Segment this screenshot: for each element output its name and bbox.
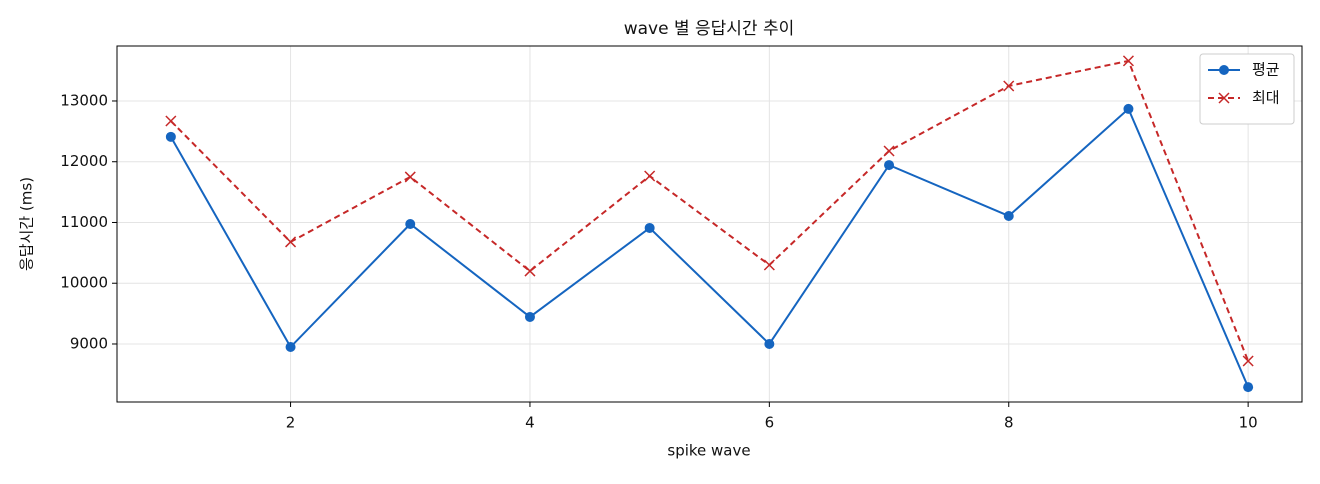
y-axis-label: 응답시간 (ms) — [18, 177, 36, 271]
y-tick-label: 9000 — [70, 334, 108, 352]
legend-marker — [1218, 92, 1230, 104]
y-tick-label: 10000 — [60, 274, 108, 292]
legend-label: 평균 — [1252, 61, 1280, 79]
marker — [524, 311, 535, 322]
legend-box — [1199, 53, 1295, 125]
y-tick-label: 13000 — [60, 91, 108, 109]
marker — [405, 219, 416, 229]
x-tick-label: 6 — [765, 414, 775, 432]
marker — [763, 259, 775, 271]
marker — [644, 222, 655, 233]
marker — [1243, 382, 1254, 393]
marker — [285, 342, 296, 353]
x-tick-label: 10 — [1239, 414, 1258, 432]
marker — [165, 131, 176, 142]
marker — [1003, 80, 1015, 92]
x-axis-label: spike wave — [667, 442, 750, 460]
marker — [1242, 355, 1254, 367]
plot-frame — [116, 45, 1303, 403]
marker — [285, 236, 297, 248]
marker — [1003, 210, 1014, 221]
x-tick-label: 2 — [286, 414, 296, 432]
marker — [1123, 103, 1134, 114]
legend-label: 최대 — [1252, 89, 1280, 107]
x-tick-label: 8 — [1004, 414, 1014, 432]
marker — [764, 338, 775, 349]
marker — [165, 115, 177, 127]
marker — [404, 171, 416, 183]
x-tick-label: 4 — [525, 414, 535, 432]
y-tick-label: 11000 — [60, 213, 108, 231]
marker — [524, 265, 536, 277]
marker — [883, 145, 895, 157]
chart-title: wave 별 응답시간 추이 — [624, 19, 795, 39]
series-line — [170, 59, 1250, 362]
marker — [644, 170, 656, 182]
marker — [1122, 55, 1134, 67]
series-line — [169, 107, 1250, 388]
y-tick-label: 12000 — [60, 152, 108, 170]
legend-marker — [1219, 65, 1229, 75]
marker — [884, 160, 895, 171]
